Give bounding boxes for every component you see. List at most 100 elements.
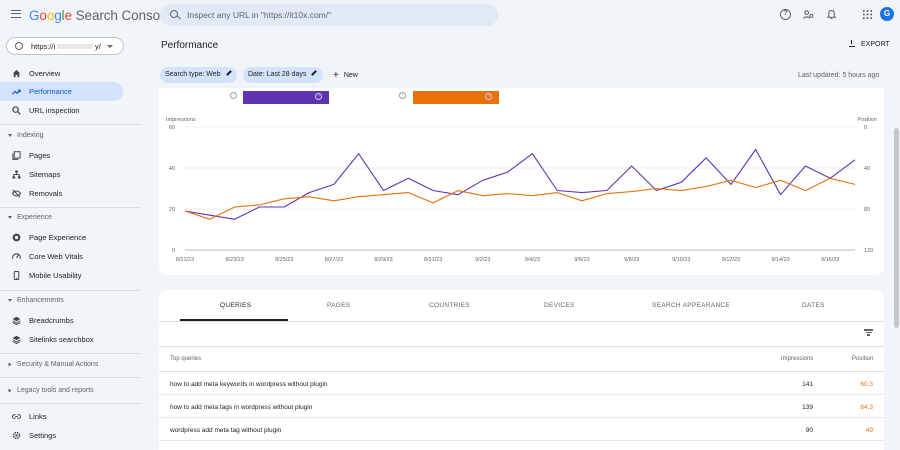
sidebar-section-enhancements[interactable]: Enhancements [8, 297, 64, 304]
y-tick-label-right: 40 [864, 166, 870, 172]
export-button[interactable]: EXPORT [849, 40, 890, 48]
pages-icon [12, 151, 21, 160]
x-tick-label: 9/16/23 [821, 257, 839, 263]
tab-countries[interactable]: COUNTRIES [429, 302, 470, 309]
url-inspection-search[interactable]: Inspect any URL in "https://it10x.com/" [160, 4, 498, 26]
table-row[interactable]: how to add meta tags in wordpress withou… [159, 395, 884, 418]
sidebar-item-label: Breadcrumbs [29, 316, 74, 325]
sidebar-item-settings[interactable]: Settings [0, 426, 123, 445]
manage-users-icon[interactable] [803, 9, 814, 20]
property-url: https://i [31, 42, 56, 51]
chevron-down-icon [8, 133, 12, 137]
apps-grid-icon[interactable] [862, 9, 873, 20]
filter-chip-search-type[interactable]: Search type: Web [160, 67, 237, 83]
x-tick-label: 9/2/23 [475, 257, 490, 263]
account-avatar[interactable]: G [880, 7, 894, 21]
tab-pages[interactable]: PAGES [327, 302, 351, 309]
sidebar-item-label: Links [29, 412, 47, 421]
x-tick-label: 9/8/23 [624, 257, 639, 263]
sidebar-item-sitemaps[interactable]: Sitemaps [0, 165, 123, 184]
edit-icon [225, 70, 232, 76]
property-url-suffix: y/ [95, 42, 101, 51]
filter-rows-icon[interactable] [864, 328, 873, 337]
sidebar-item-label: Removals [29, 189, 63, 198]
tab-devices[interactable]: DEVICES [544, 302, 575, 309]
smartphone-icon [13, 271, 20, 280]
help-icon[interactable]: ? [315, 93, 322, 100]
layers-icon [12, 316, 21, 325]
sidebar-section-indexing[interactable]: Indexing [8, 132, 43, 139]
sidebar-item-pages[interactable]: Pages [0, 146, 123, 165]
edit-icon [311, 70, 318, 76]
query-cell: how to add meta keywords in wordpress wi… [170, 381, 328, 388]
add-filter-button[interactable]: + New [333, 70, 358, 81]
x-tick-label: 9/10/23 [672, 257, 690, 263]
impressions-cell: 90 [805, 427, 813, 434]
sidebar-item-core-web-vitals[interactable]: Core Web Vitals [0, 247, 123, 266]
y-tick-label-right: 80 [864, 207, 870, 213]
sidebar-item-breadcrumbs[interactable]: Breadcrumbs [0, 311, 123, 330]
table-row[interactable]: how to add meta keywords in wordpress wi… [159, 372, 884, 395]
column-header-query[interactable]: Top queries [170, 356, 202, 362]
search-icon [12, 106, 21, 115]
y-tick-label-right: 120 [864, 248, 873, 254]
column-header-impressions[interactable]: Impressions [781, 356, 814, 362]
notifications-icon[interactable] [826, 9, 837, 20]
sidebar-item-label: Sitemaps [29, 170, 61, 179]
page-title: Performance [161, 40, 219, 51]
search-icon [170, 10, 178, 18]
sidebar-item-page-experience[interactable]: Page Experience [0, 228, 123, 247]
property-selector[interactable]: https://i y/ [6, 37, 124, 55]
sidebar-item-label: Sitelinks searchbox [29, 335, 94, 344]
help-icon[interactable]: ? [230, 92, 237, 99]
impressions-cell: 139 [802, 404, 813, 411]
sidebar-item-overview[interactable]: Overview [0, 64, 123, 83]
tab-dates[interactable]: DATES [802, 302, 825, 309]
sidebar-section-experience[interactable]: Experience [8, 214, 52, 221]
app-logo[interactable]: Google Search Console [29, 8, 171, 23]
sidebar-item-sitelinks-searchbox[interactable]: Sitelinks searchbox [0, 330, 123, 349]
position-cell: 60.3 [860, 381, 873, 388]
x-tick-label: 9/6/23 [574, 257, 589, 263]
filter-chip-date[interactable]: Date: Last 28 days [243, 67, 323, 83]
chevron-down-icon [8, 215, 12, 219]
sidebar-item-links[interactable]: Links [0, 407, 123, 426]
position-series-line [184, 177, 856, 220]
help-icon[interactable]: ? [780, 9, 791, 20]
top-bar: Google Search Console Inspect any URL in… [0, 0, 900, 30]
layers-icon [12, 335, 21, 344]
impressions-series-line [184, 148, 856, 220]
sidebar-item-label: Pages [29, 151, 51, 160]
main-menu-icon[interactable] [11, 10, 21, 18]
sidebar-section-security[interactable]: Security & Manual Actions [8, 361, 98, 368]
sidebar-section-legacy-tools[interactable]: Legacy tools and reports [8, 387, 94, 394]
chevron-right-icon [8, 388, 12, 393]
home-icon [12, 69, 21, 78]
help-icon[interactable]: ? [485, 93, 492, 100]
position-cell: 49 [865, 427, 873, 434]
link-icon [12, 414, 21, 419]
x-tick-label: 9/14/23 [771, 257, 789, 263]
property-url-redacted [57, 44, 93, 49]
sidebar-item-mobile-usability[interactable]: Mobile Usability [0, 266, 123, 285]
position-metric-card[interactable]: ? [413, 91, 499, 104]
help-icon[interactable]: ? [399, 92, 406, 99]
impressions-metric-card[interactable]: ? [243, 91, 329, 104]
sidebar-item-removals[interactable]: Removals [0, 184, 123, 203]
x-tick-label: 9/12/23 [722, 257, 740, 263]
y-tick-label-left: 20 [169, 207, 175, 213]
tab-search-appearance[interactable]: SEARCH APPEARANCE [652, 302, 731, 309]
sidebar-item-performance[interactable]: Performance [0, 82, 123, 101]
query-cell: wordpress add meta tag without plugin [170, 427, 282, 434]
tab-queries[interactable]: QUERIES [220, 302, 252, 309]
chevron-down-icon [8, 298, 12, 302]
page-scrollbar[interactable] [894, 128, 899, 328]
performance-line-chart: 0 120 20 80 40 40 60 0 Impressions Position 8/21/2… [166, 117, 877, 263]
impressions-cell: 141 [802, 381, 813, 388]
column-header-position[interactable]: Position [852, 356, 874, 362]
star-badge-icon [12, 233, 21, 242]
tabs-divider [159, 321, 884, 322]
performance-chart-card: ? ? ? ? 0 120 20 80 40 40 60 0 Impressions Positi… [159, 88, 884, 275]
table-row[interactable]: wordpress add meta tag without plugin 90… [159, 418, 884, 441]
sidebar-item-url-inspection[interactable]: URL inspection [0, 101, 123, 120]
